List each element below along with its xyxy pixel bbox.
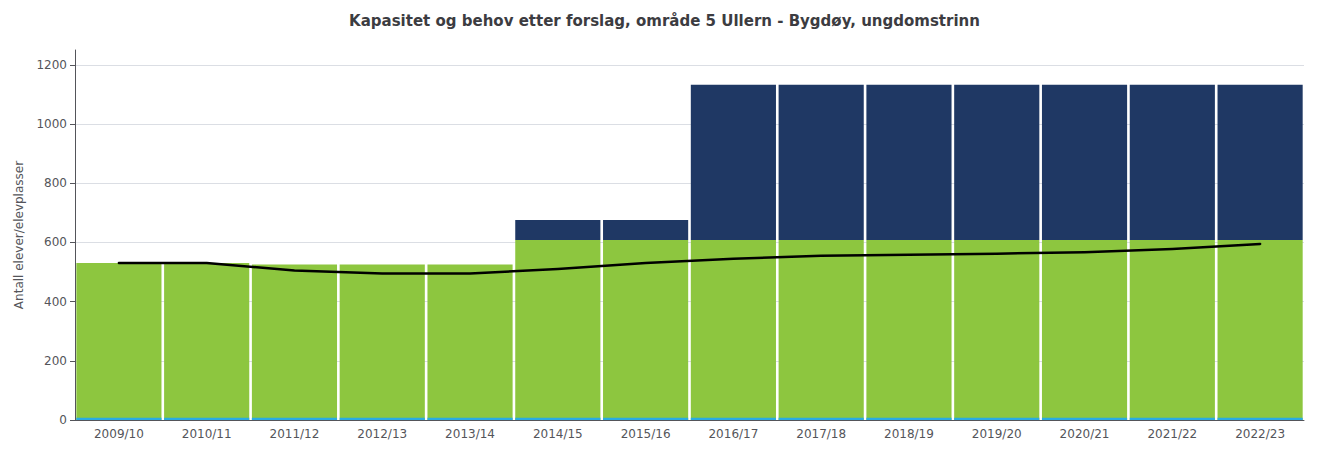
svg-text:2019/20: 2019/20: [972, 427, 1022, 441]
svg-text:400: 400: [44, 295, 67, 309]
svg-text:600: 600: [44, 235, 67, 249]
svg-text:2014/15: 2014/15: [533, 427, 583, 441]
svg-text:2010/11: 2010/11: [182, 427, 232, 441]
svg-text:2013/14: 2013/14: [445, 427, 495, 441]
svg-text:200: 200: [44, 354, 67, 368]
svg-text:2015/16: 2015/16: [621, 427, 671, 441]
svg-text:2021/22: 2021/22: [1147, 427, 1197, 441]
svg-text:800: 800: [44, 176, 67, 190]
svg-text:2012/13: 2012/13: [357, 427, 407, 441]
svg-text:1000: 1000: [36, 117, 67, 131]
svg-text:Kapasitet og behov etter forsl: Kapasitet og behov etter forslag, område…: [349, 12, 980, 30]
svg-text:2018/19: 2018/19: [884, 427, 934, 441]
svg-text:2017/18: 2017/18: [796, 427, 846, 441]
svg-text:0: 0: [59, 413, 67, 427]
svg-text:2009/10: 2009/10: [94, 427, 144, 441]
svg-text:1200: 1200: [36, 58, 67, 72]
svg-text:2020/21: 2020/21: [1060, 427, 1110, 441]
svg-text:Antall elever/elevplasser: Antall elever/elevplasser: [12, 161, 26, 309]
svg-text:2011/12: 2011/12: [270, 427, 320, 441]
svg-text:2022/23: 2022/23: [1235, 427, 1285, 441]
svg-text:2016/17: 2016/17: [708, 427, 758, 441]
